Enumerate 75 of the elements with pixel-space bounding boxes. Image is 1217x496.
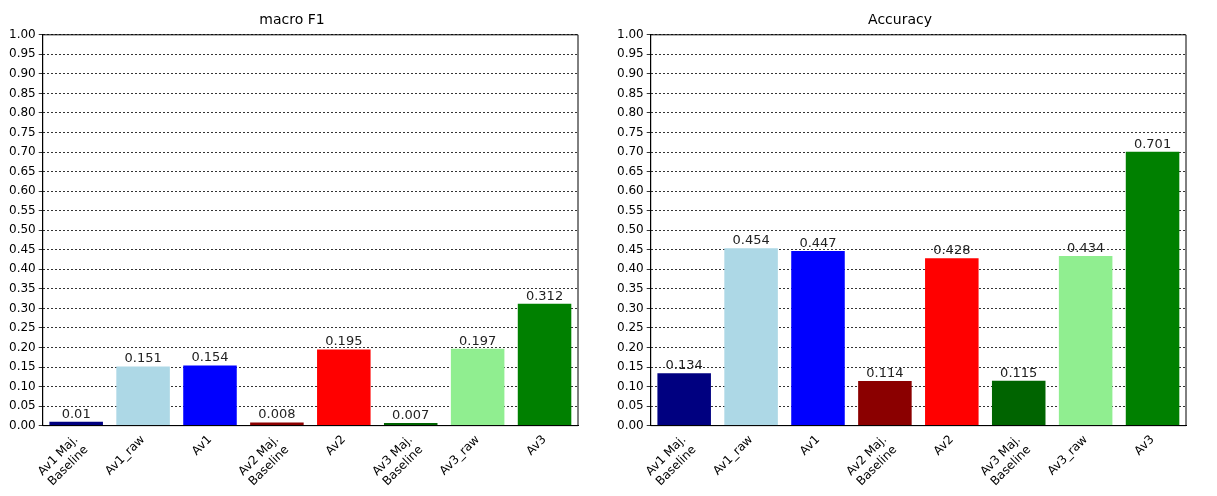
data-label: 0.134 (665, 357, 703, 373)
y-tick-label: 0.15 (9, 359, 36, 374)
y-tick-label: 1.00 (617, 26, 644, 41)
data-label: 0.154 (191, 349, 229, 365)
y-tick-label: 0.10 (617, 378, 644, 393)
x-tick-label: Av1 (796, 432, 823, 458)
bar (317, 349, 371, 426)
bar (791, 250, 845, 426)
y-tick-label: 0.50 (9, 222, 36, 237)
bar (724, 248, 778, 426)
y-tick-label: 0.05 (617, 398, 644, 413)
y-tick-label: 0.95 (617, 46, 644, 61)
data-label: 0.007 (392, 406, 430, 422)
data-label: 0.454 (732, 232, 770, 248)
y-tick-label: 0.70 (617, 144, 644, 159)
bar (1058, 256, 1113, 426)
data-label: 0.312 (525, 287, 564, 303)
y-tick-label: 0.20 (617, 339, 644, 354)
y-tick-label: 0.95 (9, 46, 36, 61)
y-tick-label: 0.55 (617, 202, 644, 217)
bar (925, 258, 979, 426)
data-label: 0.434 (1067, 239, 1105, 255)
data-label: 0.197 (459, 332, 497, 348)
data-label: 0.01 (61, 405, 91, 421)
y-tick-label: 0.85 (617, 85, 644, 100)
bar (116, 366, 170, 426)
y-tick-label: 0.00 (617, 417, 644, 432)
chart-title: macro F1 (259, 11, 325, 28)
y-tick-label: 0.00 (9, 417, 36, 432)
y-tick-label: 1.00 (9, 26, 36, 41)
y-tick-label: 0.65 (9, 163, 36, 178)
y-tick-label: 0.45 (9, 241, 36, 256)
y-tick-label: 0.80 (9, 105, 36, 120)
bar (450, 348, 505, 426)
y-tick-label: 0.30 (617, 300, 644, 315)
y-tick-label: 0.50 (617, 222, 644, 237)
y-tick-label: 0.75 (617, 124, 644, 139)
y-tick-label: 0.25 (617, 320, 644, 335)
y-tick-label: 0.35 (9, 280, 36, 295)
data-label: 0.701 (1133, 135, 1172, 151)
data-label: 0.428 (933, 242, 971, 258)
y-tick-label: 0.35 (617, 280, 644, 295)
chart-title: Accuracy (868, 11, 932, 28)
y-tick-label: 0.60 (617, 183, 644, 198)
y-tick-label: 0.10 (9, 378, 36, 393)
bar (657, 373, 711, 426)
data-label: 0.195 (325, 333, 363, 349)
y-tick-label: 0.40 (617, 261, 644, 276)
data-label: 0.008 (258, 406, 296, 422)
data-label: 0.115 (1000, 364, 1038, 380)
y-tick-label: 0.70 (9, 144, 36, 159)
y-tick-label: 0.40 (9, 261, 36, 276)
y-tick-label: 0.90 (9, 66, 36, 81)
bar (183, 365, 237, 426)
data-label: 0.447 (799, 234, 837, 250)
y-tick-label: 0.65 (617, 163, 644, 178)
y-tick-label: 0.75 (9, 124, 36, 139)
data-label: 0.114 (866, 364, 904, 380)
y-tick-label: 0.55 (9, 202, 36, 217)
bar (1125, 151, 1180, 426)
data-label: 0.151 (124, 350, 162, 366)
y-tick-label: 0.90 (617, 66, 644, 81)
bar (858, 381, 912, 426)
y-tick-label: 0.80 (617, 105, 644, 120)
y-tick-label: 0.25 (9, 320, 36, 335)
y-tick-label: 0.60 (9, 183, 36, 198)
y-tick-label: 0.45 (617, 241, 644, 256)
y-tick-label: 0.30 (9, 300, 36, 315)
y-tick-label: 0.85 (9, 85, 36, 100)
bar (991, 380, 1046, 426)
y-tick-label: 0.20 (9, 339, 36, 354)
y-tick-label: 0.05 (9, 398, 36, 413)
x-tick-label: Av1 (188, 432, 215, 458)
bar (517, 303, 572, 426)
y-tick-label: 0.15 (617, 359, 644, 374)
